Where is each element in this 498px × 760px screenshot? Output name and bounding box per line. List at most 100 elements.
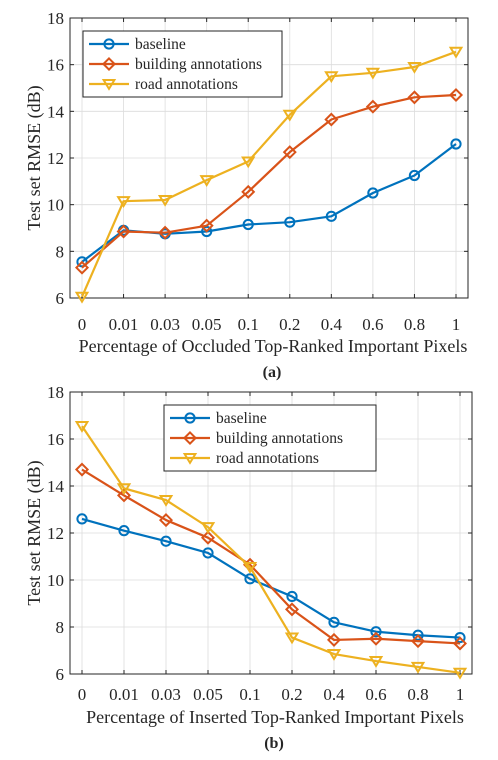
data-point-triangle-down <box>200 522 216 534</box>
caption-a: (a) <box>263 364 282 381</box>
x-tick-label: 0.05 <box>193 685 223 704</box>
data-point-diamond <box>284 602 300 617</box>
x-tick-label: 0 <box>78 315 87 334</box>
series-b <box>74 421 468 680</box>
legend-marker <box>101 78 117 91</box>
data-point-diamond <box>410 634 426 649</box>
data-point-circle <box>408 169 421 182</box>
data-point-circle <box>284 216 296 228</box>
x-tick-label: 1 <box>452 315 461 334</box>
y-tick-label: 12 <box>47 149 64 168</box>
legend-a: baseline building annotations road annotat… <box>82 30 283 98</box>
data-point-diamond <box>158 225 173 240</box>
data-point-circle <box>160 535 172 547</box>
y-tick-label: 10 <box>47 196 64 215</box>
data-point-diamond <box>116 488 132 503</box>
legend-label: road annotations <box>135 76 238 93</box>
data-point-triangle-down <box>407 61 422 74</box>
x-tick-label: 0.01 <box>109 315 139 334</box>
data-point-circle <box>454 631 466 644</box>
data-point-diamond <box>407 90 422 105</box>
x-tick-label: 0 <box>78 685 87 704</box>
chart-panel-a: 0 0.01 0.03 0.05 0.1 0.2 0.4 0.6 0.8 168101214161… <box>24 9 469 381</box>
series-line-circle-a <box>81 143 457 263</box>
data-point-triangle-down <box>242 562 258 574</box>
data-point-triangle-down <box>324 71 339 84</box>
x-tick-label: 0.1 <box>238 315 259 334</box>
x-tick-label: 0.8 <box>407 685 428 704</box>
data-point-diamond <box>74 260 90 275</box>
data-point-triangle-down <box>74 291 90 304</box>
y-tick-label: 6 <box>56 289 65 308</box>
x-tick-label: 0.4 <box>321 315 343 334</box>
y-tick-label: 8 <box>56 618 65 637</box>
data-point-circle <box>370 626 382 638</box>
data-point-triangle-down <box>410 661 426 674</box>
x-tick-label: 0.2 <box>279 315 300 334</box>
legend-marker <box>184 412 196 424</box>
data-point-triangle-down <box>365 67 381 80</box>
data-point-diamond <box>368 631 384 646</box>
data-point-diamond <box>200 530 216 545</box>
tick-labels-b: 0 0.01 0.03 0.05 0.1 0.2 0.4 0.6 0.8 168101214161… <box>47 383 464 704</box>
ticks-b <box>70 391 472 675</box>
legend-label: building annotations <box>135 56 262 73</box>
legend-label: baseline <box>135 36 186 53</box>
legend-marker <box>182 452 198 465</box>
data-point-triangle-down <box>368 656 384 668</box>
series-line-diamond-a <box>81 93 457 269</box>
data-point-circle <box>202 547 214 559</box>
tick-labels-a: 0 0.01 0.03 0.05 0.1 0.2 0.4 0.6 0.8 168101214161… <box>47 9 460 334</box>
data-point-triangle-down <box>241 156 256 169</box>
data-point-circle <box>118 525 130 537</box>
data-point-triangle-down <box>157 194 173 207</box>
data-point-circle <box>367 187 379 199</box>
data-point-circle <box>244 573 256 585</box>
ticks-a <box>70 17 468 299</box>
chart-panel-b: 0 0.01 0.03 0.05 0.1 0.2 0.4 0.6 0.8 168101214161… <box>24 383 473 752</box>
x-tick-label: 0.8 <box>404 315 425 334</box>
y-tick-label: 18 <box>47 383 64 402</box>
data-point-diamond <box>74 462 90 477</box>
series-a <box>74 46 464 304</box>
legend-label: building annotations <box>216 430 343 447</box>
data-point-diamond <box>452 636 468 651</box>
x-axis-label-a: Percentage of Occluded Top-Ranked Import… <box>79 336 468 356</box>
data-point-triangle-down <box>284 632 300 645</box>
data-point-circle <box>325 210 337 222</box>
data-point-circle <box>328 616 340 628</box>
data-point-triangle-down <box>326 648 342 661</box>
y-tick-label: 18 <box>47 9 64 28</box>
legend-label: road annotations <box>216 450 319 467</box>
x-tick-label: 0.05 <box>192 315 222 334</box>
x-tick-label: 0.1 <box>239 685 260 704</box>
x-tick-label: 1 <box>456 685 465 704</box>
data-point-diamond <box>365 99 380 114</box>
data-point-diamond <box>282 145 297 160</box>
data-point-diamond <box>448 87 464 103</box>
data-point-diamond <box>199 218 214 233</box>
legend-marker <box>101 56 117 72</box>
legend-b: baseline building annotations road annotat… <box>163 404 377 472</box>
data-point-triangle-down <box>282 109 297 122</box>
y-tick-label: 6 <box>56 665 65 684</box>
data-point-circle <box>242 218 254 231</box>
x-tick-label: 0.01 <box>109 685 139 704</box>
x-tick-label: 0.6 <box>365 685 386 704</box>
x-tick-label: 0.4 <box>323 685 345 704</box>
x-axis-label-b: Percentage of Inserted Top-Ranked Import… <box>86 707 464 727</box>
caption-b: (b) <box>264 735 284 752</box>
legend-marker <box>182 430 198 446</box>
legend-label: baseline <box>216 410 267 427</box>
data-point-circle <box>76 513 88 525</box>
y-axis-label-a: Test set RMSE (dB) <box>24 85 45 230</box>
x-tick-label: 0.03 <box>150 315 180 334</box>
data-point-triangle-down <box>74 421 90 433</box>
series-line-circle-b <box>81 517 461 639</box>
x-tick-label: 0.03 <box>151 685 181 704</box>
data-point-circle <box>201 225 213 238</box>
x-tick-label: 0.6 <box>362 315 383 334</box>
y-tick-label: 8 <box>56 242 65 261</box>
data-point-diamond <box>326 632 342 647</box>
